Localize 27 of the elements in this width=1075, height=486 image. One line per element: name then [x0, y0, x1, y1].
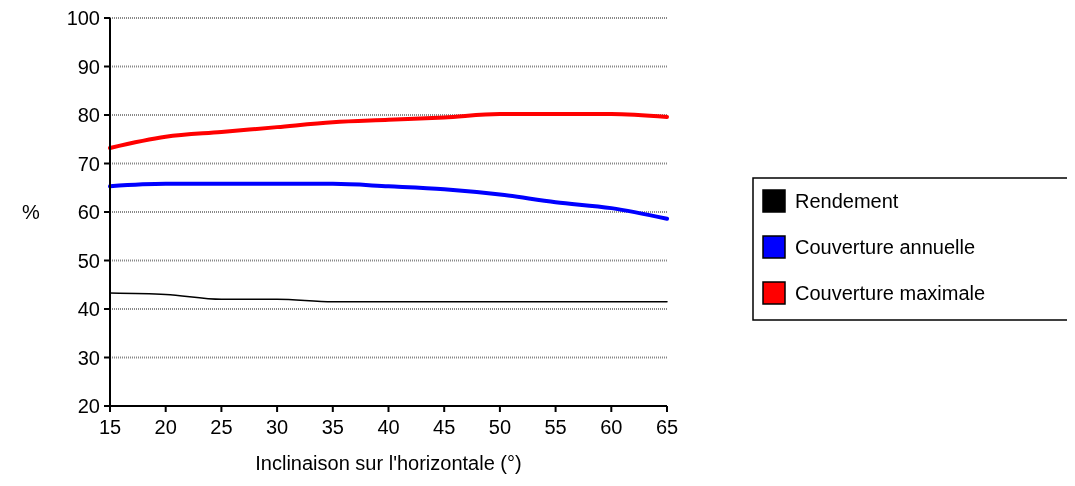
legend-label: Couverture annuelle — [795, 236, 976, 258]
y-tick-label: 40 — [77, 298, 100, 320]
x-tick-label: 35 — [321, 416, 344, 438]
legend-label: Couverture maximale — [795, 282, 986, 304]
legend-label: Rendement — [795, 190, 899, 212]
y-tick-label: 100 — [66, 7, 100, 29]
y-tick-label: 90 — [77, 55, 100, 78]
y-tick-label: 80 — [77, 104, 100, 126]
y-axis-title: % — [22, 201, 40, 223]
x-tick-label: 30 — [265, 416, 289, 438]
y-tick-label: 50 — [77, 249, 100, 272]
x-tick-label: 65 — [655, 416, 679, 438]
x-tick-label: 45 — [433, 416, 456, 438]
y-tick-label: 30 — [77, 346, 100, 369]
line-series — [108, 112, 669, 150]
x-tick-label: 25 — [210, 416, 233, 438]
y-tick-label: 70 — [77, 152, 100, 175]
y-tick-label: 60 — [77, 201, 100, 223]
x-tick-label: 40 — [377, 416, 400, 438]
x-tick-label: 50 — [488, 416, 512, 438]
line-series — [108, 181, 669, 221]
x-axis-title: Inclinaison sur l'horizontale (°) — [255, 452, 522, 474]
y-tick-label: 20 — [77, 395, 100, 417]
x-tick-label: 60 — [600, 416, 623, 438]
x-tick-label: 55 — [544, 416, 567, 438]
x-tick-label: 20 — [154, 416, 177, 438]
x-tick-label: 15 — [98, 416, 122, 438]
